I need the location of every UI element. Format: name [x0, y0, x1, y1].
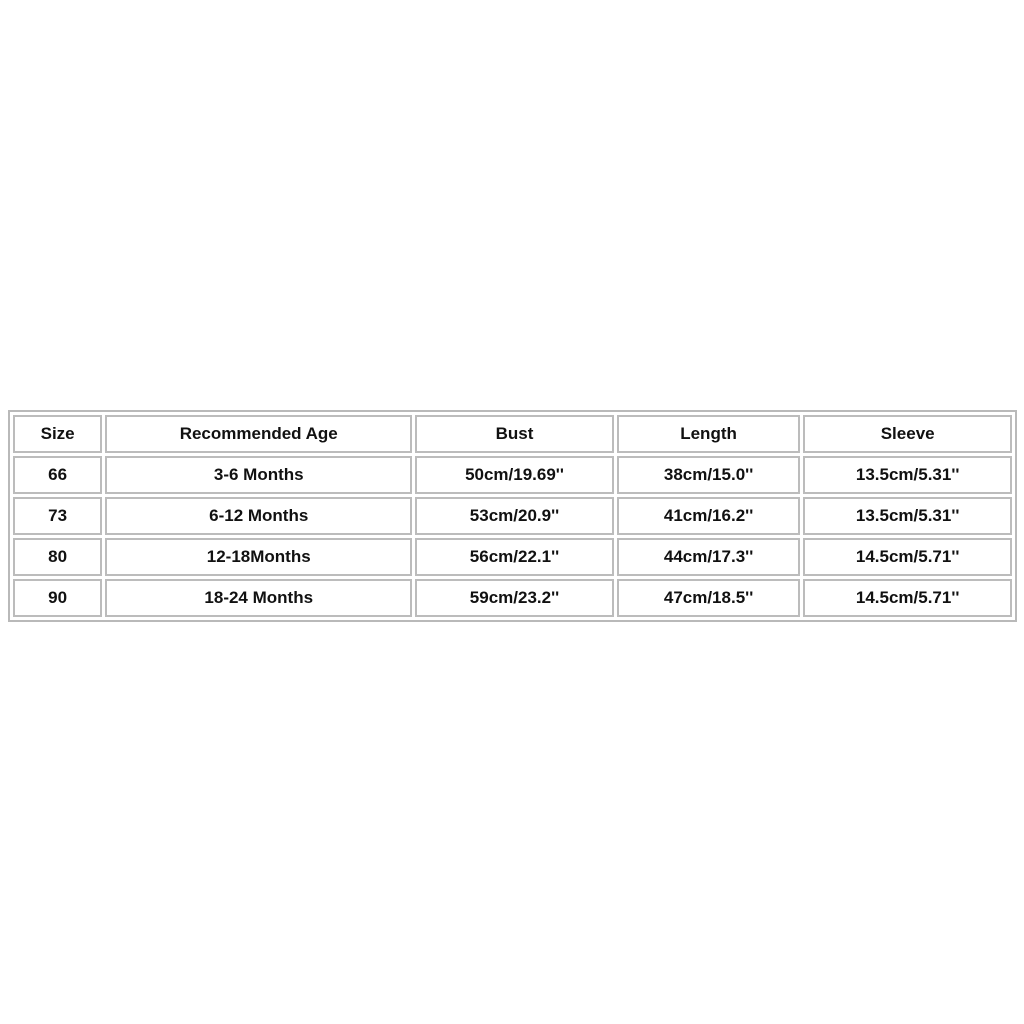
cell-size: 90: [13, 579, 103, 617]
table-row: 73 6-12 Months 53cm/20.9'' 41cm/16.2'' 1…: [13, 497, 1012, 535]
cell-size: 73: [13, 497, 103, 535]
cell-size: 80: [13, 538, 103, 576]
cell-bust: 53cm/20.9'': [415, 497, 614, 535]
cell-length: 41cm/16.2'': [616, 497, 801, 535]
header-length: Length: [616, 415, 801, 453]
size-chart-table: Size Recommended Age Bust Length Sleeve …: [8, 410, 1017, 622]
cell-age: 3-6 Months: [105, 456, 413, 494]
cell-sleeve: 13.5cm/5.31'': [803, 456, 1012, 494]
table-row: 90 18-24 Months 59cm/23.2'' 47cm/18.5'' …: [13, 579, 1012, 617]
cell-sleeve: 14.5cm/5.71'': [803, 538, 1012, 576]
cell-size: 66: [13, 456, 103, 494]
cell-length: 44cm/17.3'': [616, 538, 801, 576]
cell-age: 12-18Months: [105, 538, 413, 576]
cell-bust: 50cm/19.69'': [415, 456, 614, 494]
table-row: 80 12-18Months 56cm/22.1'' 44cm/17.3'' 1…: [13, 538, 1012, 576]
table-row: 66 3-6 Months 50cm/19.69'' 38cm/15.0'' 1…: [13, 456, 1012, 494]
header-sleeve: Sleeve: [803, 415, 1012, 453]
cell-length: 38cm/15.0'': [616, 456, 801, 494]
cell-length: 47cm/18.5'': [616, 579, 801, 617]
cell-age: 6-12 Months: [105, 497, 413, 535]
header-recommended-age: Recommended Age: [105, 415, 413, 453]
header-bust: Bust: [415, 415, 614, 453]
cell-bust: 59cm/23.2'': [415, 579, 614, 617]
cell-sleeve: 13.5cm/5.31'': [803, 497, 1012, 535]
header-row: Size Recommended Age Bust Length Sleeve: [13, 415, 1012, 453]
header-size: Size: [13, 415, 103, 453]
cell-age: 18-24 Months: [105, 579, 413, 617]
cell-sleeve: 14.5cm/5.71'': [803, 579, 1012, 617]
cell-bust: 56cm/22.1'': [415, 538, 614, 576]
